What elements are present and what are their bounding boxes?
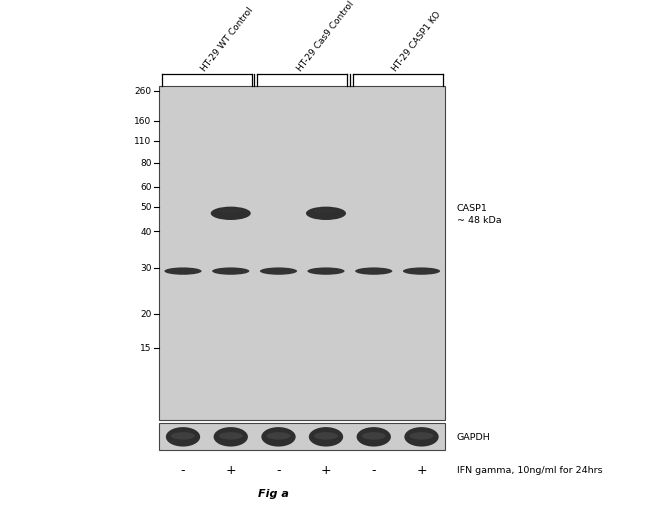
Ellipse shape: [260, 268, 297, 275]
Text: 15: 15: [140, 344, 151, 353]
Ellipse shape: [355, 268, 393, 275]
Ellipse shape: [266, 432, 291, 440]
Text: HT-29 CASP1 KO: HT-29 CASP1 KO: [391, 10, 443, 73]
Text: HT-29 Cas9 Control: HT-29 Cas9 Control: [295, 0, 356, 73]
Text: 60: 60: [140, 183, 151, 192]
Text: 110: 110: [134, 137, 151, 146]
Text: 50: 50: [140, 203, 151, 212]
Text: -: -: [276, 463, 281, 476]
Ellipse shape: [306, 207, 346, 220]
Ellipse shape: [403, 268, 440, 275]
Ellipse shape: [211, 207, 251, 220]
Text: +: +: [320, 463, 332, 476]
Bar: [159, 423, 445, 450]
Ellipse shape: [164, 268, 202, 275]
Text: GAPDH: GAPDH: [457, 433, 491, 441]
Text: +: +: [226, 463, 236, 476]
Text: -: -: [181, 463, 185, 476]
Ellipse shape: [307, 268, 344, 275]
Text: CASP1
~ 48 kDa: CASP1 ~ 48 kDa: [457, 204, 502, 224]
Ellipse shape: [362, 432, 385, 440]
Text: HT-29 WT Control: HT-29 WT Control: [200, 6, 255, 73]
Text: 30: 30: [140, 264, 151, 273]
Text: 20: 20: [140, 309, 151, 319]
Ellipse shape: [214, 427, 248, 447]
Ellipse shape: [219, 432, 242, 440]
Ellipse shape: [166, 427, 200, 447]
Ellipse shape: [313, 210, 335, 213]
Ellipse shape: [218, 210, 240, 213]
Text: 40: 40: [140, 227, 151, 236]
Text: Fig a: Fig a: [258, 488, 289, 498]
Text: -: -: [372, 463, 376, 476]
Ellipse shape: [357, 427, 391, 447]
Ellipse shape: [212, 268, 250, 275]
Text: +: +: [416, 463, 427, 476]
Text: IFN gamma, 10ng/ml for 24hrs: IFN gamma, 10ng/ml for 24hrs: [457, 465, 603, 474]
Ellipse shape: [404, 427, 439, 447]
Bar: [159, 87, 445, 420]
Text: 80: 80: [140, 159, 151, 167]
Ellipse shape: [309, 427, 343, 447]
Text: 260: 260: [135, 87, 151, 96]
Ellipse shape: [410, 432, 434, 440]
Ellipse shape: [261, 427, 296, 447]
Ellipse shape: [314, 432, 338, 440]
Text: 160: 160: [134, 117, 151, 126]
Ellipse shape: [171, 432, 195, 440]
